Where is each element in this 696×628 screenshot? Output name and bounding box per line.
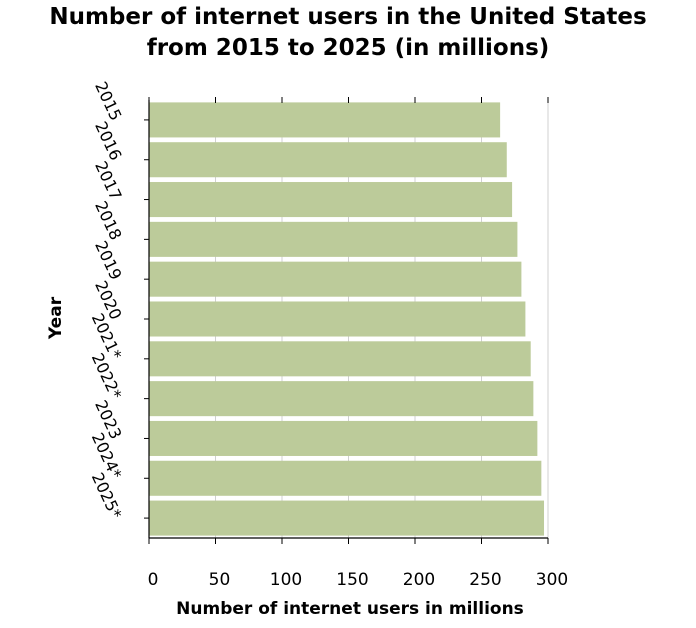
bars	[149, 102, 545, 536]
x-tick-labels: 0 50 100 150 200 250 300	[148, 570, 569, 590]
y-tick-label-2017: 2017	[91, 158, 125, 203]
chart-title-line-2: from 2015 to 2025 (in millions)	[146, 35, 550, 61]
x-tick-label-100: 100	[270, 570, 302, 590]
bar-2020	[149, 301, 526, 337]
x-tick-label-200: 200	[403, 570, 435, 590]
bar-2023	[149, 420, 538, 456]
x-tick-label-0: 0	[148, 570, 159, 590]
bar-2018	[149, 221, 518, 257]
bar-2022*	[149, 381, 534, 417]
bar-2021*	[149, 341, 531, 377]
x-tick-label-150: 150	[336, 570, 368, 590]
y-tick-label-2025*: 2025*	[88, 469, 126, 521]
y-tick-label-2019: 2019	[91, 238, 125, 283]
x-axis-label: Number of internet users in millions	[176, 599, 524, 619]
bar-2016	[149, 142, 507, 178]
y-tick-labels: 2015201620172018201920202021*2022*202320…	[88, 79, 126, 522]
bar-2024*	[149, 460, 542, 496]
bar-2025*	[149, 500, 545, 536]
bar-2017	[149, 182, 513, 218]
y-tick-label-2018: 2018	[91, 198, 125, 243]
y-tick-label-2015: 2015	[91, 79, 125, 124]
x-tick-label-250: 250	[469, 570, 501, 590]
y-tick-label-2022*: 2022*	[88, 350, 126, 402]
bar-2019	[149, 261, 522, 297]
axes	[144, 97, 549, 544]
chart-title-line-1: Number of internet users in the United S…	[49, 4, 647, 30]
x-tick-label-300: 300	[536, 570, 568, 590]
bar-2015	[149, 102, 501, 138]
x-tick-label-50: 50	[209, 570, 231, 590]
y-axis-label: Year	[46, 296, 66, 340]
y-tick-label-2016: 2016	[91, 118, 125, 163]
chart-title: Number of internet users in the United S…	[0, 2, 696, 64]
